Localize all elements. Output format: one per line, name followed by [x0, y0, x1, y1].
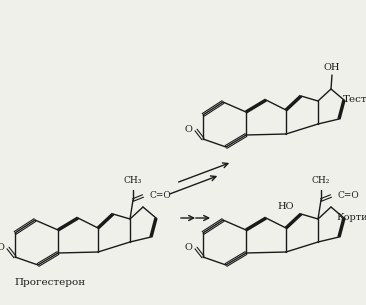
Text: O: O — [184, 125, 192, 135]
Text: C=O: C=O — [150, 191, 172, 199]
Text: HO: HO — [277, 202, 294, 211]
Text: O: O — [0, 243, 4, 253]
Text: Кортикостерон: Кортикостерон — [336, 213, 366, 221]
Text: CH₂: CH₂ — [312, 176, 330, 185]
Text: O: O — [184, 243, 192, 253]
Text: C=O: C=O — [338, 191, 360, 199]
Text: OH: OH — [324, 63, 340, 72]
Text: CH₃: CH₃ — [124, 176, 142, 185]
Text: Тестостерон: Тестостерон — [343, 95, 366, 103]
Text: Прогестерон: Прогестерон — [14, 278, 86, 287]
